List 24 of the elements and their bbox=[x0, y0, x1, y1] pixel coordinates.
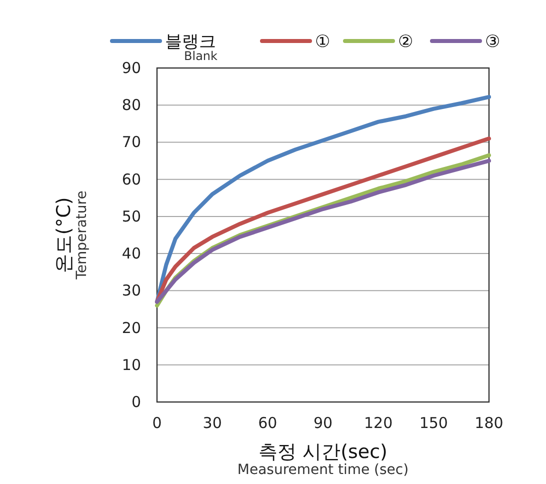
x-axis-title: 측정 시간(sec) Measurement time (sec) bbox=[237, 441, 409, 478]
legend-label: ③ bbox=[485, 32, 500, 52]
x-tick-label: 120 bbox=[364, 414, 393, 432]
y-tick-label: 20 bbox=[122, 318, 141, 337]
legend-label: ① bbox=[315, 32, 330, 52]
y-tick-label: 50 bbox=[122, 207, 141, 226]
x-tick-label: 0 bbox=[152, 414, 162, 432]
y-tick-label: 0 bbox=[131, 393, 141, 411]
legend-label: ② bbox=[398, 32, 414, 52]
y-tick-label: 40 bbox=[122, 244, 141, 263]
y-tick-label: 60 bbox=[122, 170, 141, 188]
y-tick-label: 90 bbox=[122, 59, 141, 77]
legend-label: 블랭크 Blank bbox=[165, 32, 218, 63]
y-tick-label: 80 bbox=[122, 96, 141, 114]
x-tick-label: 150 bbox=[419, 414, 448, 432]
x-tick-label: 90 bbox=[313, 414, 333, 432]
line-series bbox=[155, 94, 491, 304]
x-tick-label: 60 bbox=[258, 414, 278, 432]
y-tick-label: 30 bbox=[122, 282, 141, 300]
x-tick-label: 180 bbox=[474, 414, 504, 432]
x-tick-label: 30 bbox=[202, 414, 222, 432]
y-tick-label: 70 bbox=[122, 133, 141, 152]
y-tick-label: 10 bbox=[122, 356, 141, 374]
y-axis-title: 온도(°C) Temperature bbox=[53, 190, 90, 280]
